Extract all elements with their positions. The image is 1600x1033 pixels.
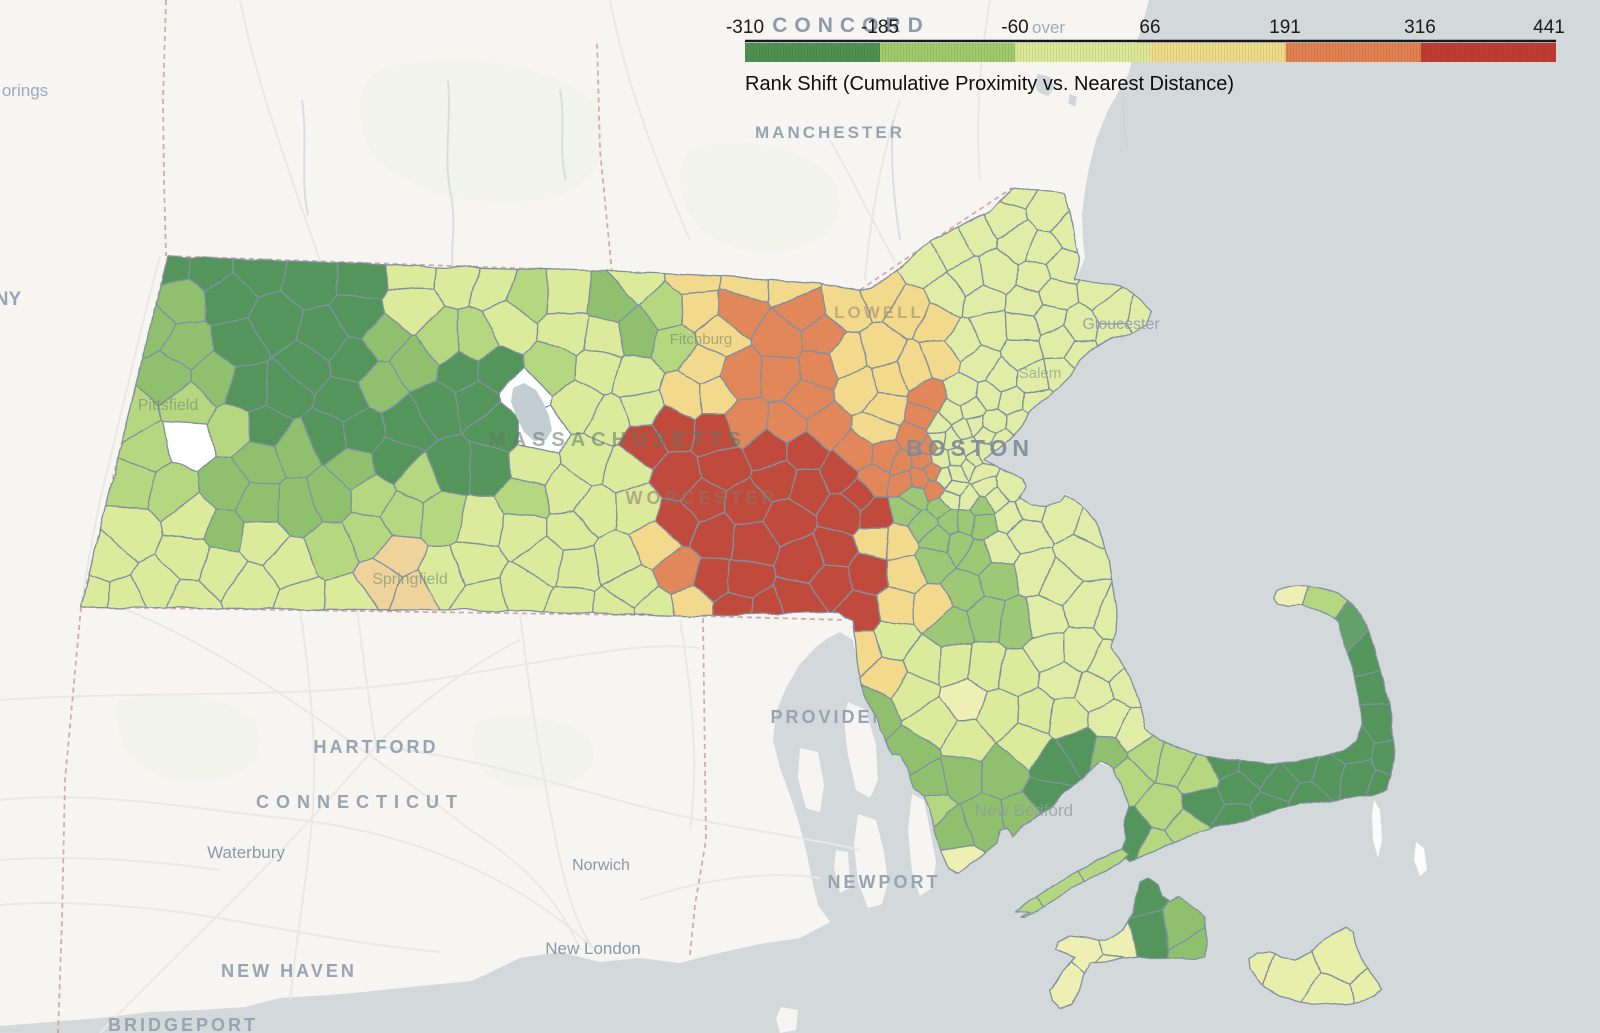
svg-text:441: 441	[1533, 17, 1565, 38]
svg-text:WORCESTER: WORCESTER	[626, 488, 779, 508]
svg-text:-60: -60	[1001, 17, 1028, 38]
svg-text:-185: -185	[861, 17, 899, 38]
svg-text:NEW HAVEN: NEW HAVEN	[221, 961, 357, 981]
svg-text:over: over	[1032, 18, 1065, 37]
svg-text:orings: orings	[2, 81, 48, 100]
svg-text:Springfield: Springfield	[372, 571, 448, 588]
svg-text:316: 316	[1404, 17, 1436, 38]
svg-text:Pittsfield: Pittsfield	[138, 397, 198, 414]
svg-text:Norwich: Norwich	[572, 857, 630, 874]
svg-text:BOSTON: BOSTON	[906, 435, 1034, 461]
svg-text:CONNECTICUT: CONNECTICUT	[256, 792, 464, 812]
svg-text:CONCORD: CONCORD	[772, 14, 930, 37]
svg-text:-310: -310	[726, 17, 764, 38]
svg-text:HARTFORD: HARTFORD	[314, 737, 439, 757]
svg-text:66: 66	[1139, 17, 1160, 38]
svg-text:LOWELL: LOWELL	[834, 303, 924, 322]
svg-text:BRIDGEPORT: BRIDGEPORT	[108, 1015, 258, 1033]
svg-text:Salem: Salem	[1019, 365, 1062, 382]
svg-text:Waterbury: Waterbury	[207, 843, 285, 862]
svg-text:Gloucester: Gloucester	[1082, 316, 1160, 333]
svg-text:MASSACHUSETTS: MASSACHUSETTS	[489, 429, 747, 451]
svg-text:New London: New London	[545, 939, 640, 958]
svg-text:MANCHESTER: MANCHESTER	[755, 123, 905, 142]
svg-text:NY: NY	[0, 289, 22, 310]
svg-text:Rank Shift (Cumulative Proximi: Rank Shift (Cumulative Proximity vs. Nea…	[745, 73, 1234, 95]
svg-text:191: 191	[1269, 17, 1301, 38]
svg-text:New Bedford: New Bedford	[975, 801, 1073, 820]
svg-text:NEWPORT: NEWPORT	[828, 872, 941, 892]
svg-text:Fitchburg: Fitchburg	[670, 331, 733, 348]
